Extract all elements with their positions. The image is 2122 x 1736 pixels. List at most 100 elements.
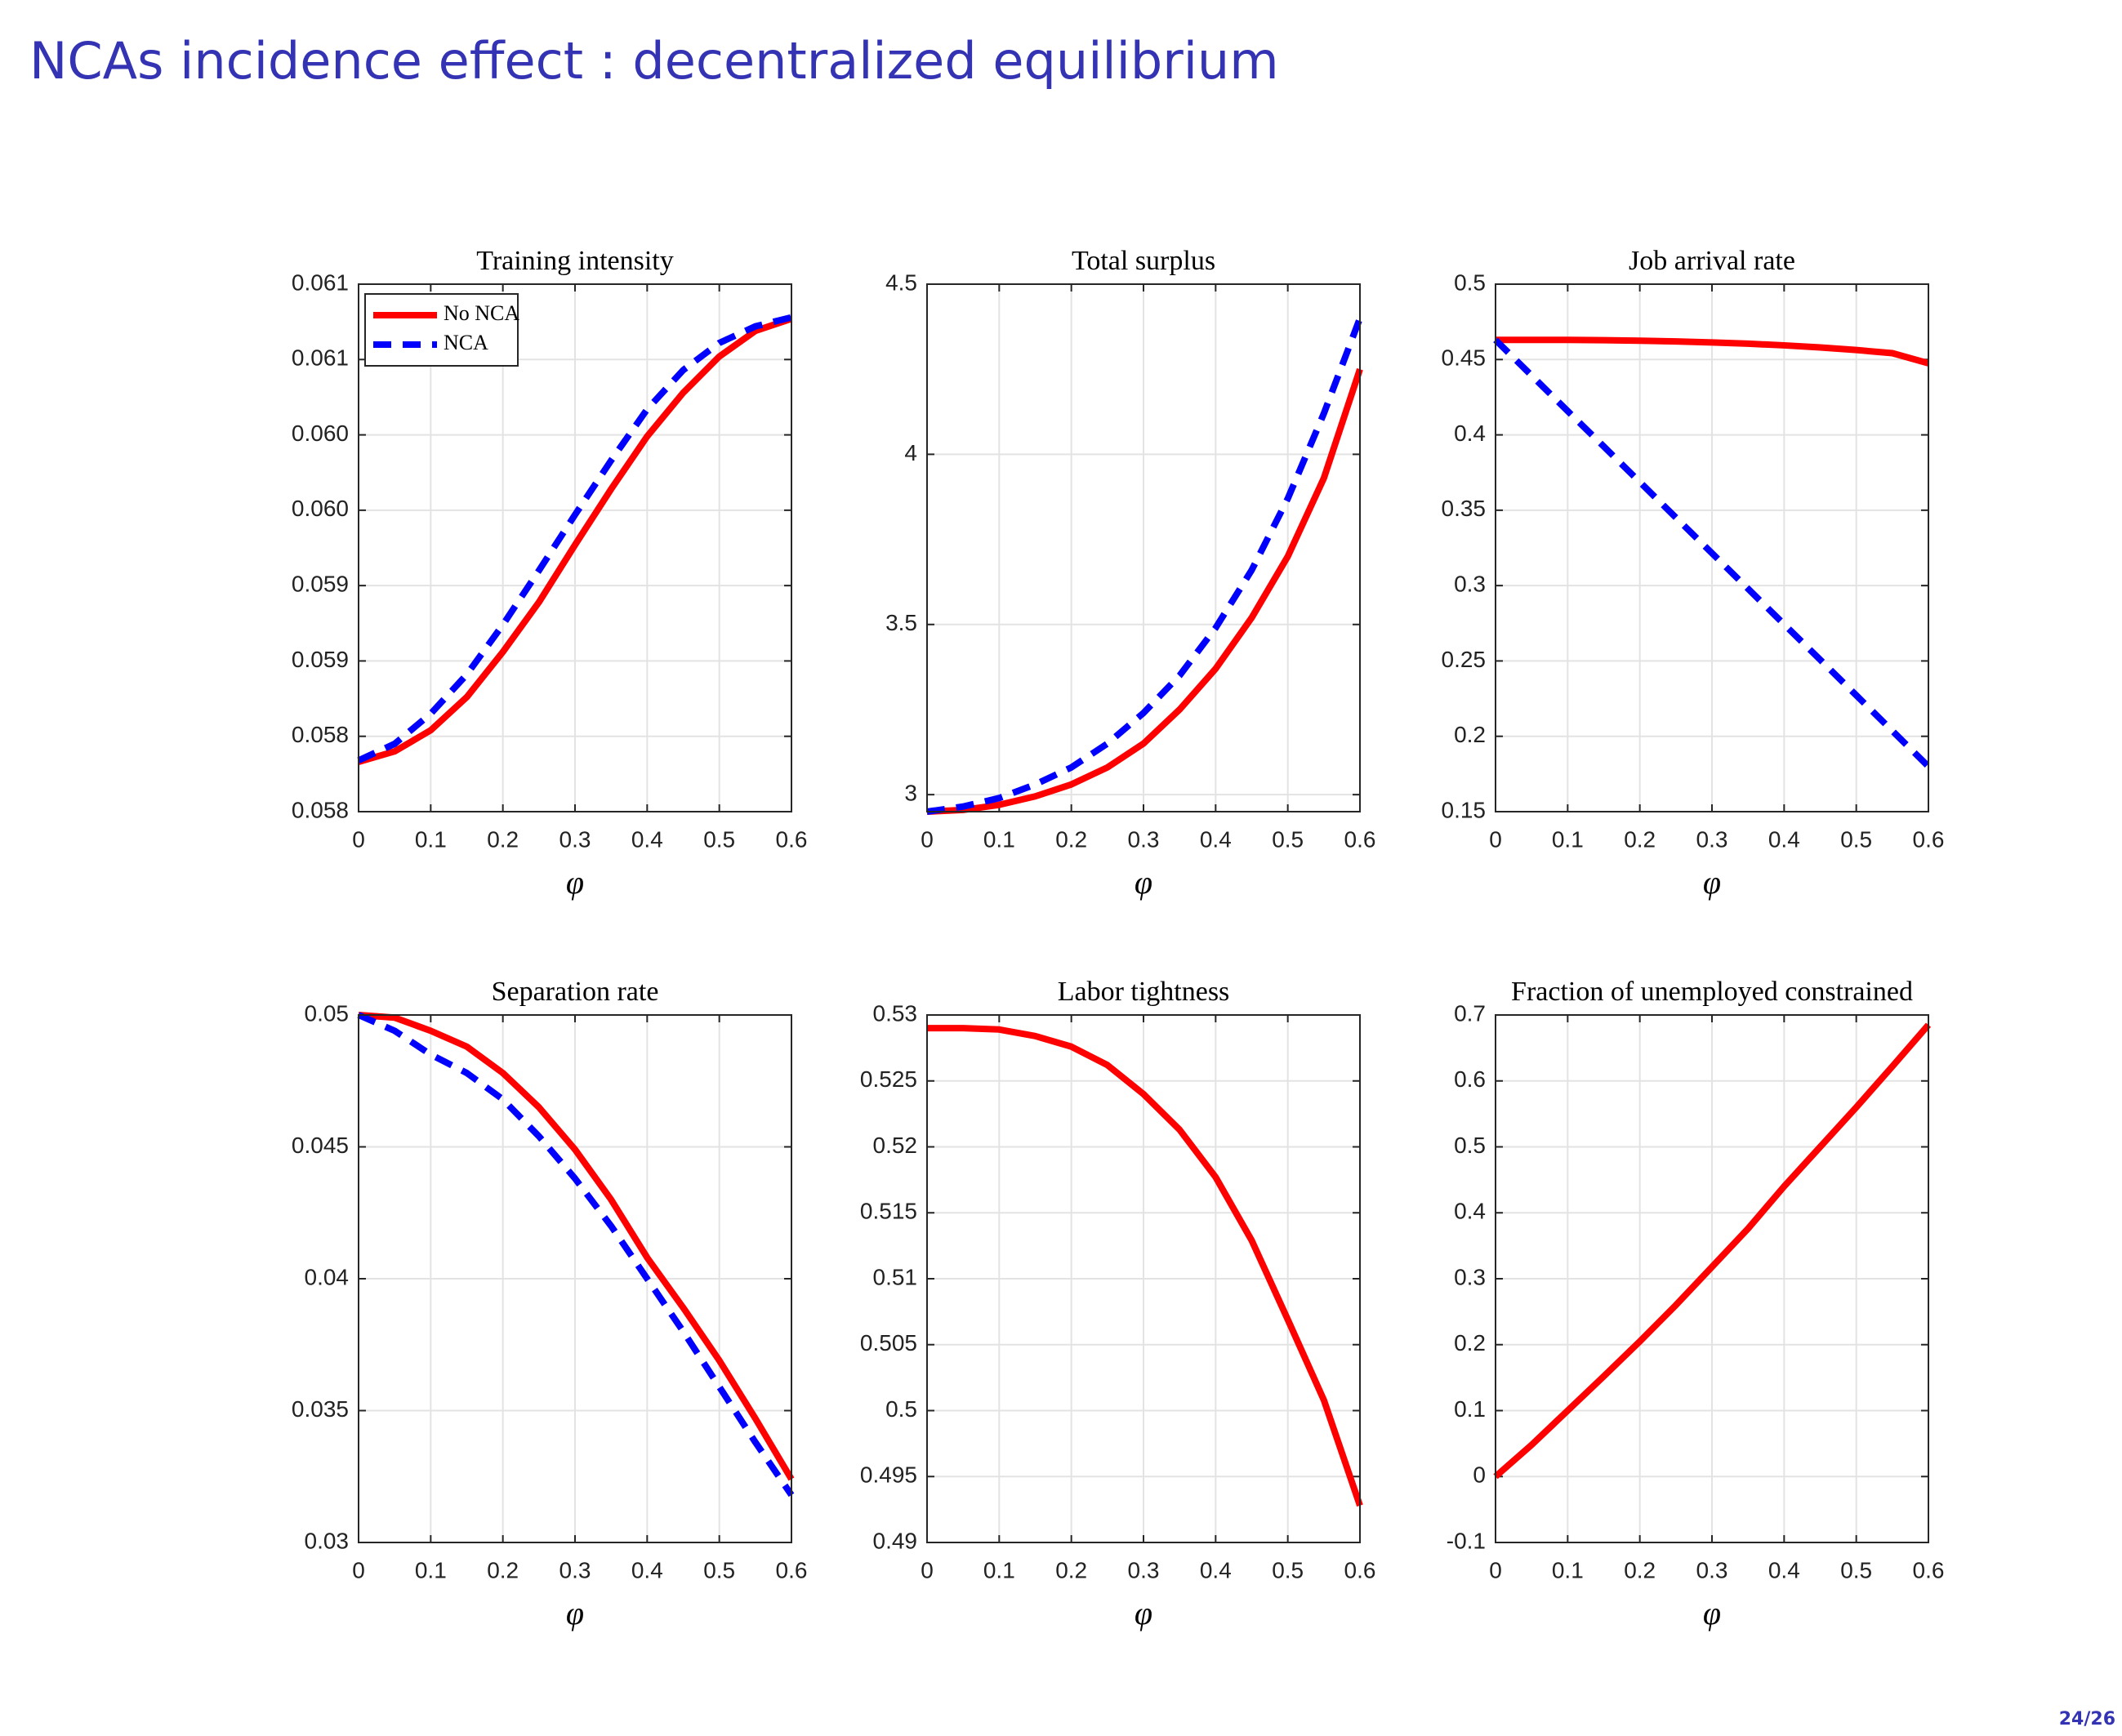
chart: 0 0.1 0.2 0.3 0.4 0.5 0.6 3 3.5 4 4.5 Total surplus…	[885, 246, 1375, 901]
y-tick-label: 0.3	[1454, 572, 1486, 597]
y-tick-label: 0.5	[885, 1396, 917, 1422]
chart-title: Job arrival rate	[1629, 246, 1795, 276]
series-line	[358, 1012, 795, 1481]
x-tick-label: 0.5	[1272, 1557, 1304, 1582]
x-tick-label: 0.5	[1840, 1557, 1872, 1582]
y-tick-label: 0.2	[1454, 722, 1486, 747]
chart: 0 0.1 0.2 0.3 0.4 0.5 0.6 0.03 0.035 0.04 0.045 0.0…	[292, 977, 808, 1631]
series-line	[1496, 336, 1930, 367]
x-axis-label: φ	[1703, 1595, 1721, 1631]
x-tick-label: 0.5	[1840, 826, 1872, 852]
x-tick-label: 0.6	[1913, 826, 1945, 852]
y-tick-label: 0.515	[860, 1199, 917, 1224]
x-tick-label: 0	[921, 1557, 934, 1582]
legend-label: NCA	[444, 331, 488, 354]
y-tick-label: 0.505	[860, 1330, 917, 1355]
series-line	[1493, 1022, 1932, 1480]
y-tick-label: 0.1	[1454, 1396, 1486, 1422]
x-tick-label: 0	[352, 1557, 365, 1582]
x-tick-label: 0.2	[1624, 826, 1656, 852]
x-tick-label: 0.1	[415, 826, 447, 852]
y-tick-label: -0.1	[1447, 1528, 1486, 1553]
chart: 0 0.1 0.2 0.3 0.4 0.5 0.6-0.100.10.20.30.40.50…	[1447, 977, 1945, 1631]
x-tick-label: 0.6	[1344, 826, 1376, 852]
y-tick-label: 0.058	[292, 722, 349, 747]
x-tick-label: 0.3	[1128, 1557, 1160, 1582]
axes-box	[358, 283, 792, 812]
x-tick-label: 0.1	[1552, 1557, 1584, 1582]
x-tick-label: 0.2	[487, 1557, 519, 1582]
x-axis-label: φ	[1135, 864, 1152, 901]
x-tick-label: 0	[921, 826, 934, 852]
chart: 0 0.1 0.2 0.3 0.4 0.5 0.6 0.15 0.2 0.25 0.3 0.35 0.4…	[1442, 246, 1945, 901]
series-line	[926, 317, 1363, 815]
x-axis-label: φ	[1703, 864, 1721, 901]
axes-box	[926, 283, 1361, 812]
page-number: 24/26	[2059, 1709, 2115, 1729]
x-tick-label: 0	[1489, 826, 1502, 852]
y-tick-label: 3	[904, 781, 917, 806]
y-tick-label: 0.525	[860, 1066, 917, 1092]
y-tick-label: 4	[904, 440, 917, 465]
x-tick-label: 0.3	[559, 1557, 591, 1582]
slide-title: NCAs incidence effect : decentralized eq…	[29, 31, 1279, 91]
x-tick-label: 0.4	[631, 1557, 663, 1582]
x-tick-label: 0.3	[1128, 826, 1160, 852]
y-tick-label: 0.15	[1442, 797, 1487, 822]
x-tick-label: 0.4	[1768, 1557, 1800, 1582]
x-tick-label: 0.5	[703, 1557, 735, 1582]
y-tick-label: 0.35	[1442, 496, 1487, 521]
y-tick-label: 0.6	[1454, 1066, 1486, 1092]
x-tick-label: 0.3	[1696, 826, 1728, 852]
axes-box	[358, 1014, 792, 1543]
y-tick-label: 0.5	[1454, 269, 1486, 295]
x-tick-label: 0.4	[631, 826, 663, 852]
chart-title: Training intensity	[476, 246, 674, 276]
y-tick-label: 3.5	[885, 610, 917, 635]
y-tick-label: 0.058	[292, 797, 349, 822]
legend-box	[364, 293, 519, 367]
x-tick-label: 0.6	[1344, 1557, 1376, 1582]
y-tick-label: 0.53	[873, 1000, 918, 1026]
chart: 0 0.1 0.2 0.3 0.4 0.5 0.6 0.058 0.058 0.059 0.059 0…	[292, 246, 808, 901]
x-tick-label: 0.6	[776, 826, 808, 852]
series-line	[357, 1012, 795, 1498]
y-tick-label: 0.4	[1454, 421, 1486, 446]
series-line	[926, 367, 1363, 815]
y-tick-label: 0.495	[860, 1462, 917, 1488]
chart-title: Fraction of unemployed constrained	[1511, 977, 1913, 1007]
y-tick-label: 0.2	[1454, 1330, 1486, 1355]
x-tick-label: 0.3	[559, 826, 591, 852]
x-tick-label: 0.6	[1913, 1557, 1945, 1582]
y-tick-label: 0.059	[292, 572, 349, 597]
x-tick-label: 0.1	[1552, 826, 1584, 852]
x-axis-label: φ	[1135, 1595, 1152, 1631]
x-tick-label: 0.2	[1055, 826, 1087, 852]
legend-label: No NCA	[444, 301, 519, 325]
x-tick-label: 0.4	[1200, 1557, 1232, 1582]
y-tick-label: 0.060	[292, 496, 349, 521]
x-axis-label: φ	[566, 864, 584, 901]
y-tick-label: 0.3	[1454, 1264, 1486, 1289]
series-line	[357, 314, 792, 763]
y-tick-label: 0.061	[292, 269, 349, 295]
x-tick-label: 0	[352, 826, 365, 852]
axes-box	[1495, 283, 1929, 812]
x-tick-label: 0.6	[776, 1557, 808, 1582]
y-tick-label: 0.25	[1442, 647, 1487, 672]
chart-title: Total surplus	[1072, 246, 1215, 276]
x-tick-label: 0	[1489, 1557, 1502, 1582]
series-line	[927, 1025, 1363, 1507]
series-line	[357, 315, 793, 765]
y-tick-label: 0	[1473, 1462, 1486, 1488]
y-tick-label: 0.45	[1442, 345, 1487, 371]
y-tick-label: 0.51	[873, 1264, 918, 1289]
y-tick-label: 0.7	[1454, 1000, 1486, 1026]
y-tick-label: 0.03	[305, 1528, 350, 1553]
series-line	[1493, 337, 1931, 769]
y-tick-label: 0.060	[292, 421, 349, 446]
y-tick-label: 0.05	[305, 1000, 350, 1026]
y-tick-label: 0.04	[305, 1264, 350, 1289]
chart-title: Labor tightness	[1058, 977, 1230, 1007]
